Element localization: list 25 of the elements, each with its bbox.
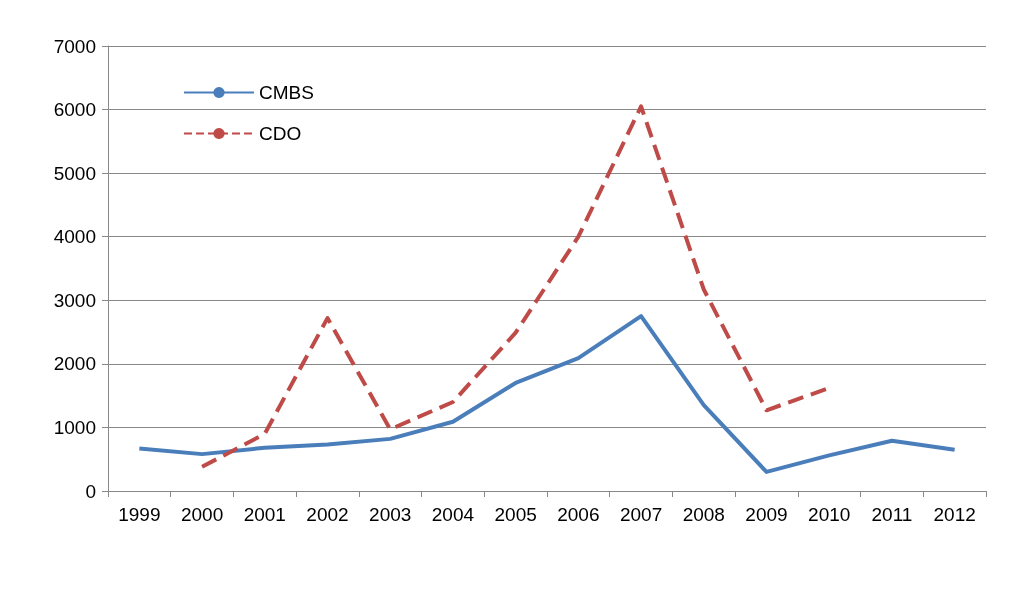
x-tick-label: 2003 (369, 504, 412, 525)
x-tick-label: 2011 (871, 504, 913, 525)
x-tick-label: 2009 (745, 504, 788, 525)
x-tick-label: 2010 (808, 504, 851, 525)
x-tick-label: 2008 (682, 504, 725, 525)
x-tick-label: 2000 (180, 504, 224, 525)
y-tick-label: 7000 (53, 35, 96, 57)
x-tick-label: 2012 (933, 504, 976, 525)
y-tick-label: 2000 (53, 353, 96, 375)
y-tick-label: 0 (85, 480, 96, 502)
y-tick-label: 6000 (53, 99, 96, 121)
x-tick-label: 2004 (431, 504, 475, 525)
x-tick-label: 2007 (619, 504, 663, 525)
x-tick-label: 1999 (118, 504, 161, 525)
line-series (137, 314, 957, 474)
legend-label: CMBS (259, 82, 314, 103)
y-tick-label: 5000 (53, 162, 96, 184)
y-tick-label: 3000 (53, 289, 96, 311)
legend-label: CDO (259, 123, 302, 144)
y-tick-label: 1000 (53, 416, 96, 438)
x-tick-label: 2005 (494, 504, 537, 525)
x-tick-label: 2006 (557, 504, 600, 525)
x-tick-label: 2001 (243, 504, 286, 525)
x-tick-label: 2002 (306, 504, 349, 525)
y-tick-label: 4000 (53, 226, 96, 248)
